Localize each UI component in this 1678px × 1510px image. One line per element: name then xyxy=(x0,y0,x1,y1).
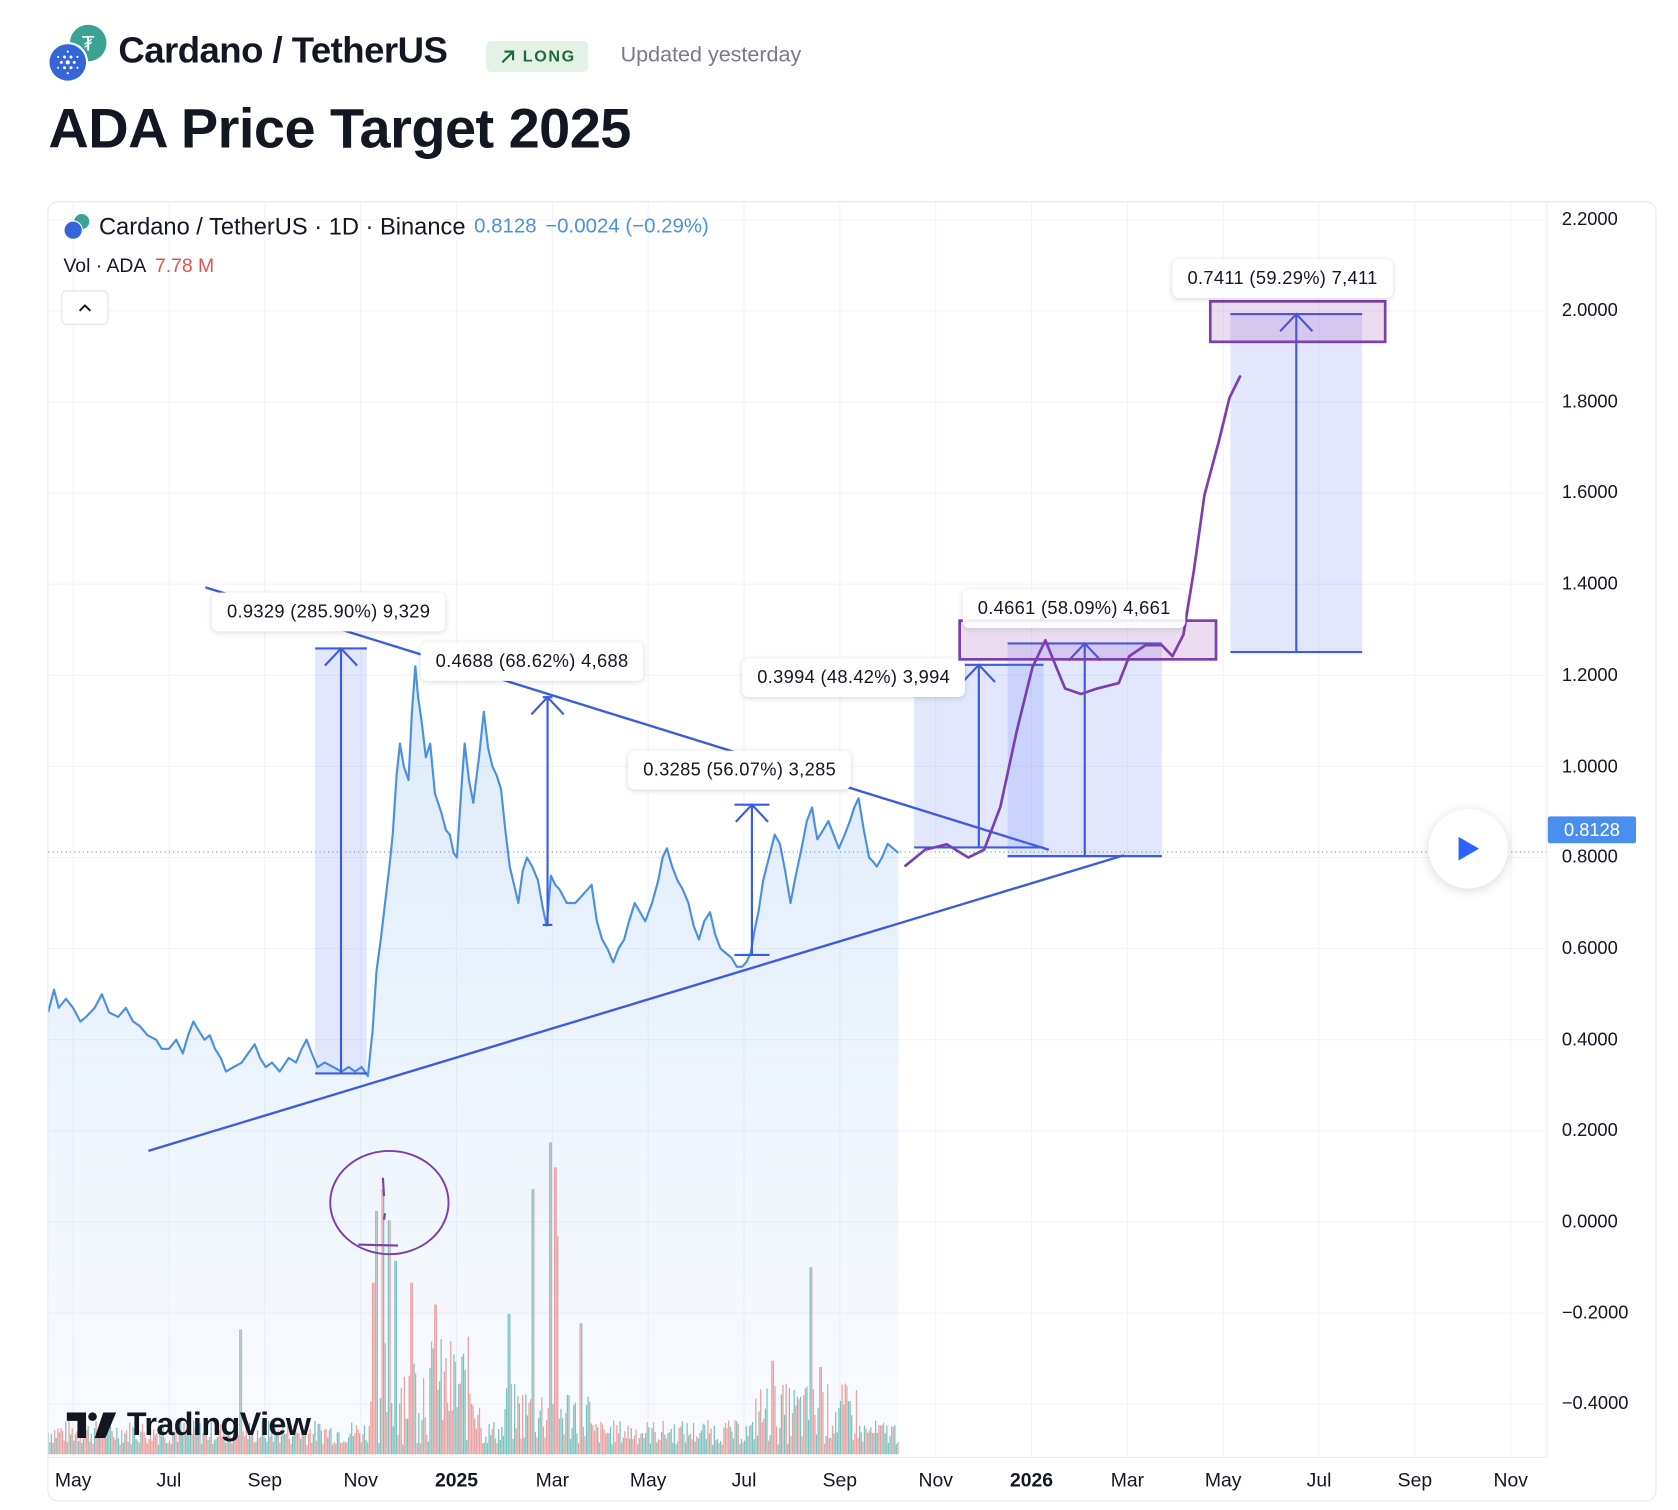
chevron-up-icon xyxy=(78,304,92,312)
pair-logo: ₮ xyxy=(47,24,107,84)
legend-symbol[interactable]: Cardano / TetherUS · 1D · Binance xyxy=(98,212,466,240)
time-tick-label: Mar xyxy=(1110,1469,1145,1491)
measure-label[interactable]: 0.4661 (58.09%) 4,661 xyxy=(962,589,1186,629)
price-tick-label: −0.4000 xyxy=(1561,1393,1629,1414)
collapse-legend-button[interactable] xyxy=(61,290,109,325)
chart-card[interactable] xyxy=(47,201,1657,1502)
time-tick-label: Jul xyxy=(156,1469,182,1491)
price-tick-label: 0.8000 xyxy=(1561,846,1618,868)
arrow-up-icon xyxy=(324,646,358,667)
time-tick-label: Jul xyxy=(1306,1469,1332,1491)
price-tick-label: 0.0000 xyxy=(1561,1211,1618,1232)
symbol-title[interactable]: Cardano / TetherUS xyxy=(118,30,448,71)
price-line xyxy=(48,665,900,1078)
time-tick-label: May xyxy=(54,1469,92,1491)
time-tick-label: Sep xyxy=(247,1469,283,1491)
volume-value: 7.78 M xyxy=(154,254,215,277)
updated-time: Updated yesterday xyxy=(620,43,802,67)
price-tick-label: 0.4000 xyxy=(1561,1028,1618,1050)
price-tick-label: 1.6000 xyxy=(1561,482,1618,503)
price-tick-label: 2.2000 xyxy=(1561,208,1618,230)
idea-title: ADA Price Target 2025 xyxy=(48,97,631,161)
replay-play-button[interactable] xyxy=(1428,808,1509,889)
time-tick-label: May xyxy=(629,1469,667,1491)
price-series xyxy=(48,665,900,1458)
tradingview-watermark: TradingView xyxy=(66,1406,311,1444)
time-tick-label: 2025 xyxy=(434,1469,479,1491)
drawings[interactable] xyxy=(148,312,1363,1256)
measure-label[interactable]: 0.3285 (56.07%) 3,285 xyxy=(628,750,852,790)
measure-label[interactable]: 0.7411 (59.29%) 7,411 xyxy=(1172,259,1393,298)
long-badge: LONG xyxy=(486,40,589,73)
measure-label[interactable]: 0.3994 (48.42%) 3,994 xyxy=(742,658,966,698)
arrow-up-icon xyxy=(961,663,996,683)
time-tick-label: Nov xyxy=(343,1469,378,1491)
time-tick-label: Nov xyxy=(918,1469,953,1491)
chart-legend: Cardano / TetherUS · 1D · Binance 0.8128… xyxy=(62,212,709,241)
last-price-tag: 0.8128 xyxy=(1547,816,1637,844)
annotation-marks xyxy=(358,1177,399,1247)
price-tick-label: 1.2000 xyxy=(1561,664,1618,685)
price-tick-label: 0.2000 xyxy=(1561,1120,1618,1141)
time-tick-label: Jul xyxy=(731,1469,757,1491)
time-tick-label: 2026 xyxy=(1010,1469,1054,1491)
arrow-up-right-icon xyxy=(501,50,515,63)
price-tick-label: 1.4000 xyxy=(1561,573,1618,594)
time-tick-label: May xyxy=(1204,1469,1242,1491)
arrow-up-icon xyxy=(735,803,769,823)
time-tick-label: Mar xyxy=(535,1469,570,1491)
price-tick-label: 0.6000 xyxy=(1561,937,1618,959)
price-tick-label: 2.0000 xyxy=(1561,300,1618,321)
pair-mini-icon xyxy=(63,214,90,240)
price-tick-label: 1.8000 xyxy=(1561,391,1618,412)
annotation-circle xyxy=(329,1149,450,1256)
arrow-up-icon xyxy=(530,695,565,716)
volume-legend: Vol · ADA 7.78 M xyxy=(63,255,214,278)
measure-label[interactable]: 0.4688 (68.62%) 4,688 xyxy=(420,642,644,681)
play-icon xyxy=(1458,836,1480,861)
legend-change: −0.0024 (−0.29%) xyxy=(545,215,709,238)
watermark-text: TradingView xyxy=(126,1406,311,1443)
time-tick-label: Nov xyxy=(1493,1469,1528,1491)
projection-path xyxy=(904,375,1242,868)
trendline-ascending-support xyxy=(148,854,1125,1152)
price-tick-label: 1.0000 xyxy=(1561,755,1618,777)
price-area xyxy=(48,666,899,1458)
measure-label[interactable]: 0.9329 (285.90%) 9,329 xyxy=(211,592,446,632)
time-tick-label: Sep xyxy=(822,1469,858,1491)
legend-last-price: 0.8128 xyxy=(474,215,537,238)
time-tick-label: Sep xyxy=(1397,1469,1433,1491)
price-tick-label: −0.2000 xyxy=(1561,1302,1629,1323)
tradingview-logo-icon xyxy=(66,1412,117,1439)
svg-text:₮: ₮ xyxy=(82,33,95,56)
badge-label: LONG xyxy=(522,47,576,66)
volume-label: Vol · ADA xyxy=(63,254,147,277)
